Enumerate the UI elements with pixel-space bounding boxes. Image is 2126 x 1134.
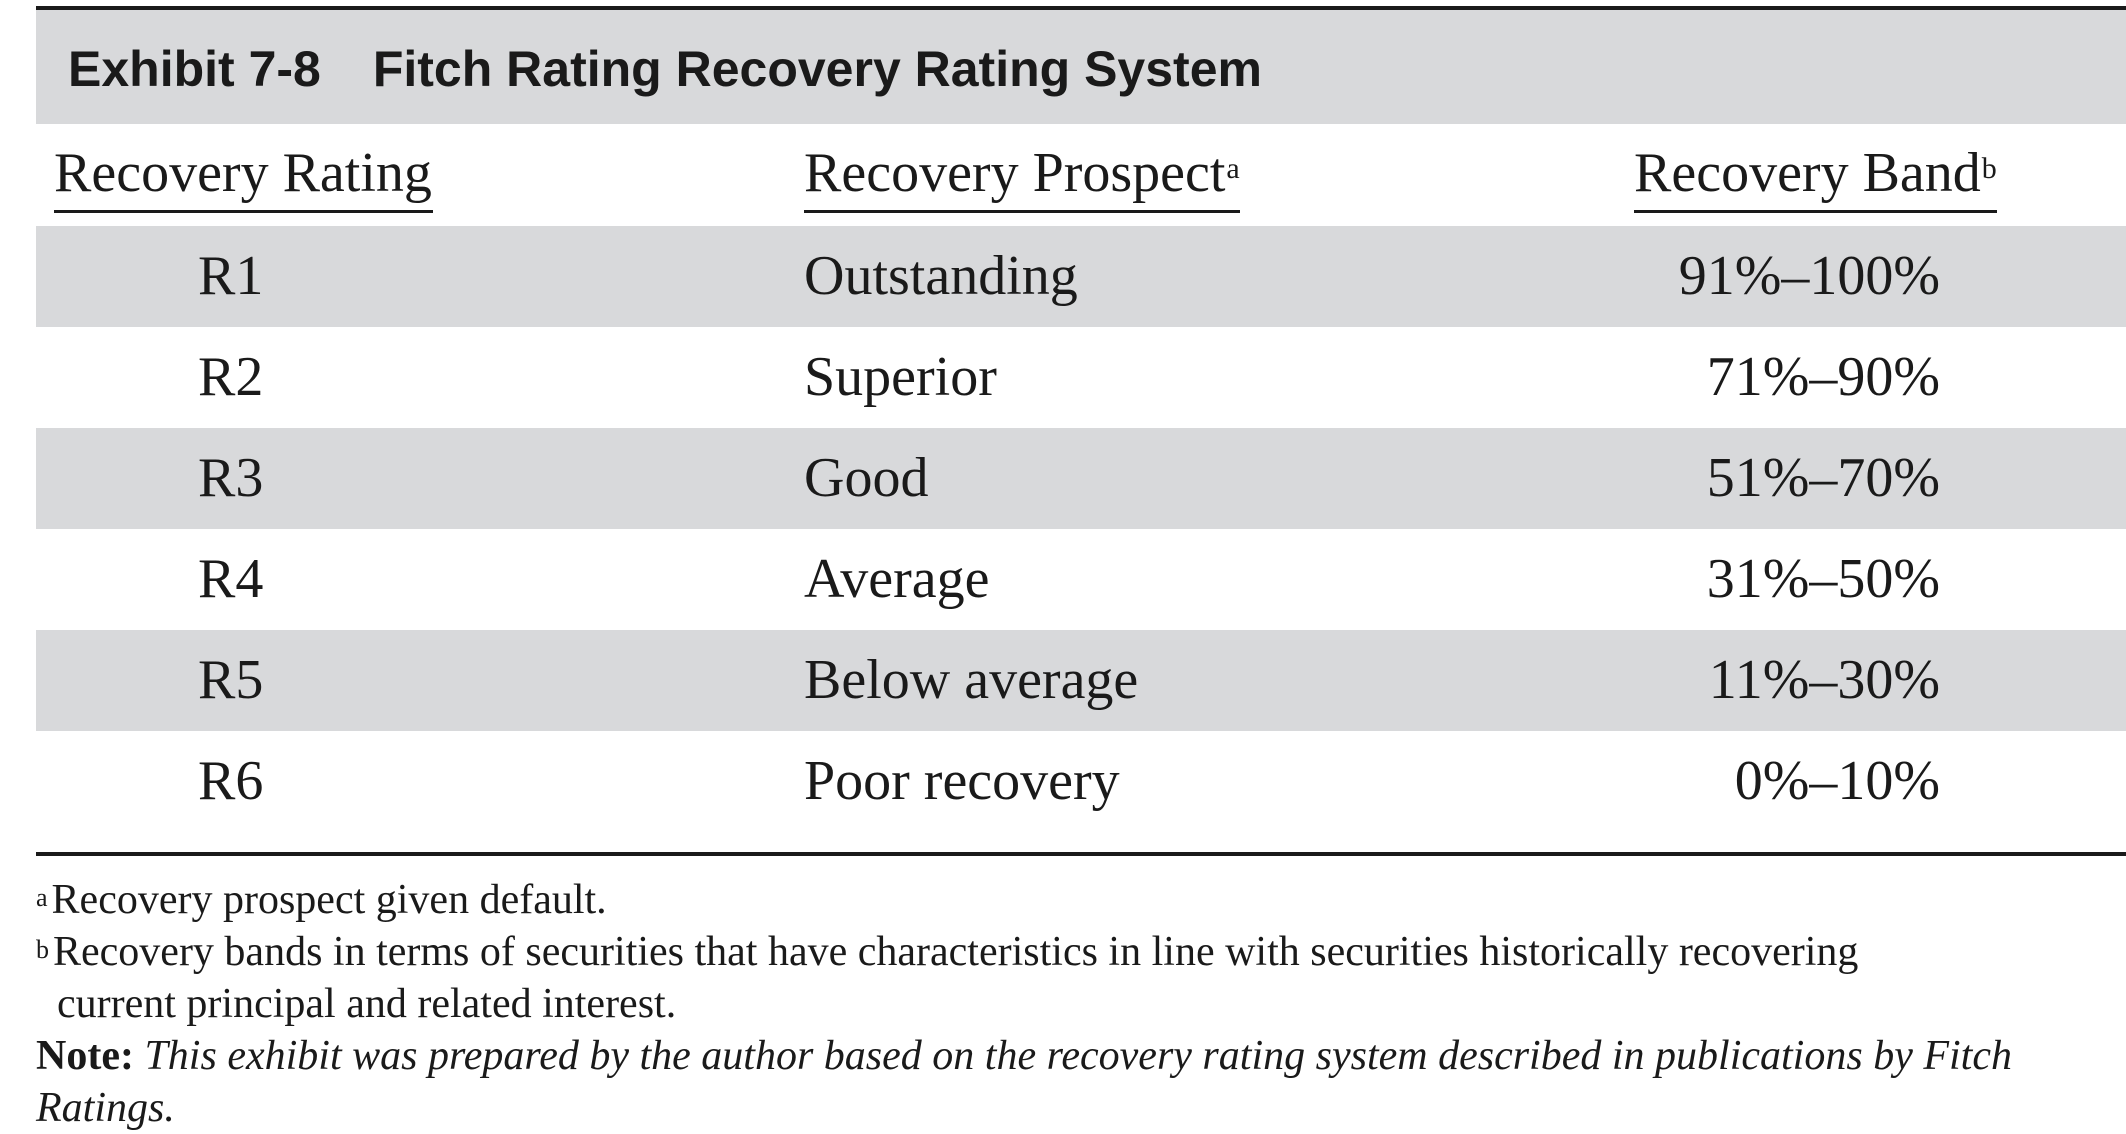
table-row: R6 Poor recovery 0%–10% bbox=[36, 731, 2126, 832]
table-bottom-rule bbox=[36, 852, 2126, 856]
prospect-cell: Poor recovery bbox=[804, 750, 1120, 812]
footnote-ref-b: b bbox=[1981, 152, 1997, 185]
column-header-recovery-rating: Recovery Rating bbox=[54, 140, 433, 213]
rating-cell: R4 bbox=[198, 548, 264, 610]
exhibit-title: Exhibit 7-8 Fitch Rating Recovery Rating … bbox=[68, 38, 1262, 100]
rating-cell: R1 bbox=[198, 245, 264, 307]
rating-cell: R2 bbox=[198, 346, 264, 408]
band-cell: 31%–50% bbox=[1706, 548, 1940, 610]
table-row: R3 Good 51%–70% bbox=[36, 428, 2126, 529]
footnote-mark: a bbox=[36, 883, 48, 912]
footnote-a: aRecovery prospect given default. bbox=[36, 874, 607, 926]
footnote-mark: b bbox=[36, 935, 49, 964]
column-header-recovery-band: Recovery Bandb bbox=[1634, 140, 1997, 213]
prospect-cell: Average bbox=[804, 548, 990, 610]
top-rule bbox=[36, 6, 2126, 10]
prospect-cell: Outstanding bbox=[804, 245, 1078, 307]
band-cell: 11%–30% bbox=[1708, 649, 1940, 711]
footnote-ref-a: a bbox=[1226, 152, 1240, 185]
rating-cell: R5 bbox=[198, 649, 264, 711]
note-text: This exhibit was prepared by the author … bbox=[36, 1033, 2012, 1131]
band-cell: 71%–90% bbox=[1706, 346, 1940, 408]
table-row: R5 Below average 11%–30% bbox=[36, 630, 2126, 731]
exhibit-name: Fitch Rating Recovery Rating System bbox=[372, 41, 1262, 97]
band-cell: 91%–100% bbox=[1678, 245, 1940, 307]
exhibit-title-bar bbox=[36, 10, 2126, 124]
footnote-b-continuation: current principal and related interest. bbox=[57, 978, 676, 1030]
table-row: R1 Outstanding 91%–100% bbox=[36, 226, 2126, 327]
prospect-cell: Superior bbox=[804, 346, 997, 408]
table-header-row bbox=[36, 124, 2126, 226]
prospect-cell: Below average bbox=[804, 649, 1139, 711]
footnote-b: bRecovery bands in terms of securities t… bbox=[36, 926, 1858, 978]
rating-cell: R3 bbox=[198, 447, 264, 509]
footnote-text: current principal and related interest. bbox=[57, 981, 677, 1027]
footnote-text: Recovery bands in terms of securities th… bbox=[53, 929, 1859, 975]
column-header-recovery-prospect: Recovery Prospecta bbox=[804, 140, 1240, 213]
band-cell: 0%–10% bbox=[1734, 750, 1940, 812]
table-row: R2 Superior 71%–90% bbox=[36, 327, 2126, 428]
note-label: Note: bbox=[36, 1033, 134, 1079]
source-note: Note: This exhibit was prepared by the a… bbox=[36, 1030, 2086, 1134]
exhibit-number: Exhibit 7-8 bbox=[68, 41, 321, 97]
prospect-cell: Good bbox=[804, 447, 929, 509]
band-cell: 51%–70% bbox=[1706, 447, 1940, 509]
rating-cell: R6 bbox=[198, 750, 264, 812]
footnote-text: Recovery prospect given default. bbox=[51, 877, 607, 923]
table-row: R4 Average 31%–50% bbox=[36, 529, 2126, 630]
